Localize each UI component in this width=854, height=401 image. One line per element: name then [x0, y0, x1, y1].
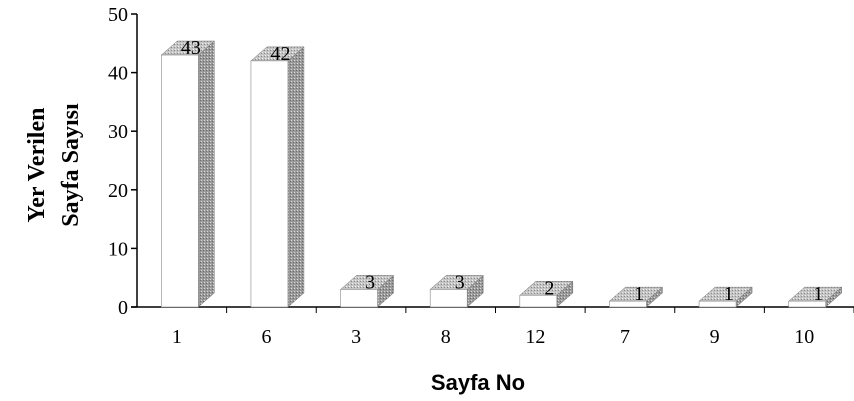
bar-1	[160, 40, 215, 308]
data-label: 3	[455, 271, 465, 293]
x-tick-label: 9	[710, 326, 720, 348]
y-tick-label: 20	[108, 180, 128, 202]
bar-front-face	[609, 300, 647, 308]
y-tick-label: 30	[108, 121, 128, 143]
y-axis-title-line-2: Sayfa Sayısı	[58, 103, 84, 227]
data-label: 43	[181, 37, 201, 59]
y-tick-label: 10	[108, 238, 128, 260]
bar-front-face	[788, 300, 826, 308]
bar-front-face	[698, 300, 737, 308]
y-axis-title: Yer Verilen Sayfa Sayısı	[24, 103, 84, 227]
x-axis-title: Sayfa No	[431, 370, 525, 395]
bar-7	[608, 286, 664, 308]
data-label: 3	[365, 271, 375, 293]
data-label: 1	[813, 283, 823, 305]
x-tick-label: 6	[261, 326, 271, 348]
bar-side-face	[198, 40, 215, 308]
bar-9	[698, 286, 753, 308]
x-tick-label: 3	[351, 326, 361, 348]
data-label: 2	[544, 277, 554, 299]
x-tick-label: 12	[525, 326, 545, 348]
data-label: 1	[724, 283, 734, 305]
bar-front-face	[340, 289, 378, 308]
y-tick-label: 50	[108, 4, 128, 26]
x-tick-label: 7	[620, 326, 630, 348]
bar-front-face	[429, 289, 468, 308]
bar-6	[250, 46, 305, 308]
bar-front-face	[519, 294, 558, 308]
y-tick-label: 0	[118, 297, 128, 319]
bar-10	[788, 286, 843, 308]
data-label: 42	[270, 43, 290, 65]
y-axis-title-line-1: Yer Verilen	[24, 108, 50, 223]
bar-front-face	[250, 60, 289, 308]
x-tick-label: 8	[441, 326, 451, 348]
x-tick-label: 1	[172, 326, 182, 348]
bar-12	[519, 280, 574, 308]
bar-front-face	[161, 54, 199, 308]
x-tick-label: 10	[794, 326, 814, 348]
bar-3	[339, 274, 395, 308]
data-label: 1	[634, 283, 644, 305]
y-tick-label: 40	[108, 63, 128, 85]
bar-side-face	[287, 46, 305, 308]
bar-8	[429, 274, 484, 308]
